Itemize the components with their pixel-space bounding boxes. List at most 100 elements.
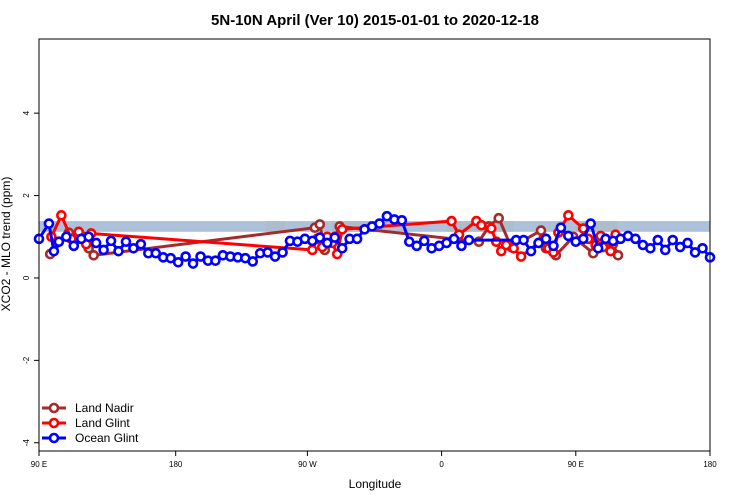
x-tick-label: 180	[169, 460, 183, 469]
legend-swatch-marker	[48, 402, 60, 414]
ocean-glint-point	[533, 237, 544, 249]
ocean-glint-point	[269, 251, 281, 262]
ocean-glint-point	[697, 242, 708, 254]
ocean-glint-point	[165, 252, 177, 264]
ocean-glint-point	[128, 242, 139, 254]
ocean-glint-point	[98, 244, 109, 256]
y-axis: -4 -2 0 2 4	[22, 110, 39, 446]
ocean-glint-point	[180, 251, 191, 262]
ocean-glint-point	[448, 233, 460, 245]
y-tick-label: 4	[22, 110, 31, 115]
plot-frame	[38, 38, 711, 452]
y-axis-title: XCO2 - MLO trend (ppm)	[0, 177, 13, 312]
land-glint-point	[515, 251, 527, 262]
chart-title: 5N-10N April (Ver 10) 2015-01-01 to 2020…	[211, 12, 539, 29]
ocean-glint-point	[463, 234, 475, 246]
ocean-glint-point	[456, 240, 467, 252]
ocean-glint-point	[262, 247, 273, 258]
legend-item-ocean-glint: Ocean Glint	[42, 431, 139, 445]
ocean-glint-point	[674, 241, 686, 253]
ocean-glint-point	[314, 232, 326, 243]
land-glint-point	[446, 215, 457, 227]
ocean-glint-point	[53, 236, 65, 248]
ocean-glint-point	[555, 222, 567, 233]
land-nadir-point	[612, 250, 624, 261]
x-tick-label: 180	[703, 460, 717, 469]
ocean-glint-point	[150, 247, 162, 259]
ocean-glint-point	[548, 240, 559, 252]
legend-item-land-glint: Land Glint	[42, 416, 130, 430]
ocean-glint-point	[172, 257, 184, 268]
ocean-glint-point	[441, 237, 452, 249]
y-tick-label: 0	[22, 275, 31, 280]
ocean-glint-point	[195, 251, 206, 262]
land-glint-point	[336, 224, 348, 235]
series-ocean-glint	[33, 210, 716, 269]
ocean-glint-point	[585, 218, 597, 229]
land-nadir-point	[314, 219, 326, 230]
ocean-glint-point	[540, 233, 552, 245]
ocean-glint-point	[329, 232, 341, 243]
ocean-glint-point	[411, 240, 423, 252]
ocean-glint-point	[61, 231, 72, 243]
ocean-glint-point	[105, 235, 117, 247]
ocean-glint-point	[43, 218, 55, 229]
ocean-glint-point	[374, 218, 385, 229]
y-tick-label: -4	[22, 439, 31, 447]
ocean-glint-point	[120, 236, 132, 248]
land-glint-point	[563, 210, 574, 221]
ocean-glint-point	[351, 233, 363, 245]
land-glint-point	[476, 219, 487, 231]
x-tick-label: 90 E	[568, 460, 584, 469]
legend-swatch-marker	[48, 432, 60, 444]
ocean-glint-point	[113, 245, 124, 257]
ocean-glint-point	[689, 247, 701, 258]
x-axis-title: Longitude	[349, 477, 402, 491]
ocean-glint-point	[247, 256, 259, 267]
x-tick-label: 90 W	[298, 460, 317, 469]
ocean-glint-point	[83, 231, 95, 243]
ocean-glint-point	[659, 244, 671, 256]
ocean-glint-point	[277, 247, 288, 258]
ocean-glint-point	[418, 235, 430, 247]
legend-label: Ocean Glint	[75, 431, 139, 445]
legend-swatch-marker	[48, 417, 60, 429]
ocean-glint-point	[135, 238, 147, 250]
legend-label: Land Glint	[75, 416, 130, 430]
legend-item-land-nadir: Land Nadir	[42, 401, 134, 415]
ocean-glint-point	[577, 233, 589, 245]
ocean-glint-point	[68, 240, 80, 252]
ocean-glint-point	[682, 237, 693, 249]
ocean-glint-point	[90, 237, 102, 249]
y-tick-label: 2	[22, 193, 31, 198]
land-glint-point	[307, 244, 318, 256]
ocean-glint-point	[396, 214, 408, 226]
land-glint-point	[605, 245, 616, 257]
land-nadir-point	[535, 225, 547, 236]
land-nadir-point	[88, 250, 99, 261]
ocean-glint-point	[630, 233, 641, 245]
ocean-glint-point	[652, 234, 664, 246]
ocean-glint-point	[667, 234, 679, 246]
x-tick-label: 0	[439, 460, 444, 469]
ocean-glint-point	[187, 258, 199, 269]
land-nadir-point	[493, 212, 505, 224]
legend-label: Land Nadir	[75, 401, 134, 415]
y-tick-label: -2	[22, 356, 31, 364]
ocean-glint-point	[403, 236, 415, 248]
ocean-glint-point	[645, 242, 656, 254]
ocean-glint-point	[48, 245, 60, 257]
land-glint-point	[56, 210, 67, 221]
ocean-glint-point	[592, 242, 604, 254]
ocean-glint-point	[210, 255, 221, 266]
land-glint-point	[508, 242, 519, 254]
x-axis: 90 E 180 90 W 0 90 E 180	[31, 451, 717, 469]
series-layer	[33, 210, 716, 269]
land-glint-point	[486, 223, 497, 234]
x-tick-label: 90 E	[31, 460, 47, 469]
ocean-glint-point	[525, 245, 537, 257]
ocean-glint-point	[321, 237, 333, 249]
ocean-glint-point	[518, 234, 529, 246]
